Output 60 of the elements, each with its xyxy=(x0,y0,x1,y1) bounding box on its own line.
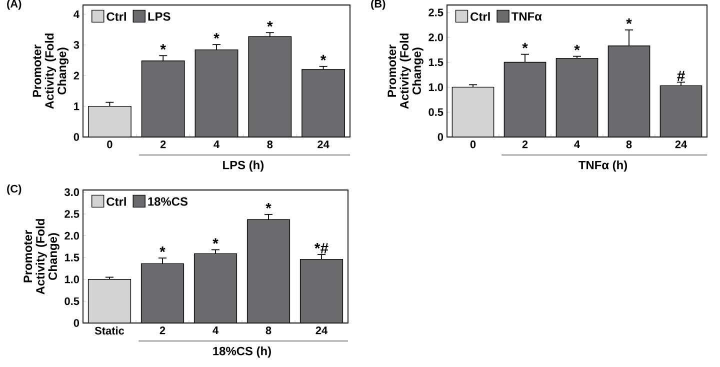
y-tick-label: 3.0 xyxy=(64,188,80,196)
y-tick-label: 4 xyxy=(74,10,80,18)
y-axis-title: Promoter Activity (Fold Change) xyxy=(24,219,60,294)
y-tick-label: 0 xyxy=(74,319,80,327)
x-tick-label: 4 xyxy=(212,326,218,334)
y-tick-label: 3 xyxy=(74,41,80,49)
x-tick-label: 24 xyxy=(318,140,330,148)
x-tick-label: 0 xyxy=(107,140,112,148)
x-axis-title: TNFα (h) xyxy=(578,160,627,172)
legend-label: 18%CS xyxy=(148,197,188,206)
x-axis-title: 18%CS (h) xyxy=(213,346,271,358)
y-axis-title: Promoter Activity (Fold Change) xyxy=(32,34,69,109)
y-tick-label: 2.0 xyxy=(64,232,80,240)
annotation: * xyxy=(626,18,632,24)
annotation: * xyxy=(212,238,218,244)
annotation: * xyxy=(160,44,166,50)
y-axis-title: Promoter Activity (Fold Change) xyxy=(388,34,424,109)
x-tick-label: 2 xyxy=(160,326,166,334)
annotation: * xyxy=(522,42,528,48)
x-tick-label: 0 xyxy=(470,140,476,148)
chart-title: (A) xyxy=(7,0,22,10)
x-tick-label: 2 xyxy=(522,140,528,148)
y-tick-label: 0.5 xyxy=(428,108,444,116)
chart-title: (B) xyxy=(371,0,386,10)
x-tick-label: 8 xyxy=(626,140,632,148)
legend-label: LPS xyxy=(148,12,170,21)
annotation: * xyxy=(160,246,166,252)
x-tick-label: 24 xyxy=(316,326,328,334)
y-tick-label: 0.5 xyxy=(64,297,80,306)
legend-label: TNFα xyxy=(511,12,542,21)
x-tick-label: 8 xyxy=(266,326,272,334)
annotation: *# xyxy=(314,243,328,254)
y-tick-label: 2 xyxy=(74,72,80,80)
y-tick-label: 1.0 xyxy=(428,83,444,92)
x-tick-label: 24 xyxy=(675,140,688,148)
annotation: * xyxy=(320,54,326,60)
y-tick-label: 2.5 xyxy=(428,8,444,16)
legend-label: Ctrl xyxy=(470,12,490,21)
x-tick-label: 8 xyxy=(267,140,273,148)
chart-title: (C) xyxy=(7,184,22,195)
annotation: * xyxy=(574,44,580,50)
y-tick-label: 2.5 xyxy=(64,210,80,218)
x-tick-label: 4 xyxy=(574,140,580,148)
x-axis-title: LPS (h) xyxy=(223,160,264,172)
x-tick-label: 4 xyxy=(214,140,220,148)
y-tick-label: 2.0 xyxy=(428,34,444,42)
annotation: * xyxy=(214,33,220,39)
y-tick-label: 1.5 xyxy=(428,58,444,66)
annotation: * xyxy=(267,21,273,27)
y-tick-label: 0 xyxy=(438,133,444,141)
annotation: * xyxy=(266,202,272,208)
annotation: # xyxy=(677,70,685,82)
y-tick-label: 1.0 xyxy=(64,276,80,284)
legend-label: Ctrl xyxy=(106,12,126,21)
y-tick-label: 0 xyxy=(74,133,80,141)
x-tick-label: Static xyxy=(94,326,124,335)
legend-label: Ctrl xyxy=(106,197,126,206)
y-tick-label: 1.5 xyxy=(64,254,80,262)
y-tick-label: 1 xyxy=(74,102,80,110)
x-tick-label: 2 xyxy=(160,140,166,148)
